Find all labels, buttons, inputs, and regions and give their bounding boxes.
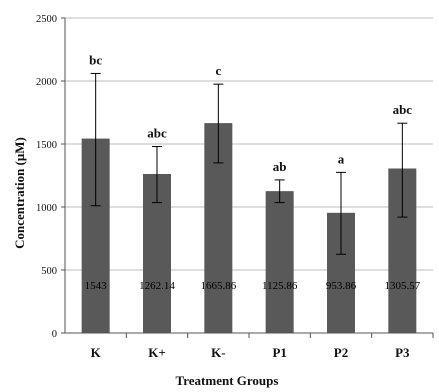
x-axis-title: Treatment Groups [176, 373, 279, 388]
gridlines [65, 17, 433, 271]
x-tick-label: K+ [148, 345, 166, 360]
y-tick-label: 2000 [36, 77, 57, 88]
data-label: 1543 [85, 280, 108, 292]
significance-label: abc [147, 126, 167, 141]
y-axis-title: Concentration (μM) [12, 137, 27, 249]
data-label: 1125.86 [262, 280, 298, 292]
significance-label: a [338, 151, 345, 166]
y-tick-label: 2500 [36, 14, 57, 25]
bars [81, 123, 417, 333]
x-tick-label: P2 [334, 345, 348, 360]
y-tick-label: 0 [52, 329, 57, 340]
y-tick-label: 1000 [36, 203, 57, 214]
y-tick-label: 500 [41, 266, 57, 277]
x-tick-label: K [91, 345, 102, 360]
data-label: 1665.86 [200, 280, 236, 292]
error-bars [90, 72, 408, 255]
data-label: 953.86 [326, 280, 357, 292]
bar-P1 [265, 191, 294, 333]
axes [61, 17, 434, 338]
significance-label: abc [393, 102, 413, 117]
data-label: 1262.14 [139, 280, 175, 292]
y-tick-label: 1500 [36, 140, 57, 151]
data-label: 1305.57 [384, 280, 420, 292]
x-tick-label: P3 [395, 345, 410, 360]
x-tick-label: K- [211, 345, 225, 360]
significance-label: c [215, 63, 221, 78]
significance-label: bc [89, 52, 102, 67]
x-tick-label: P1 [272, 345, 286, 360]
significance-label: ab [273, 159, 287, 174]
